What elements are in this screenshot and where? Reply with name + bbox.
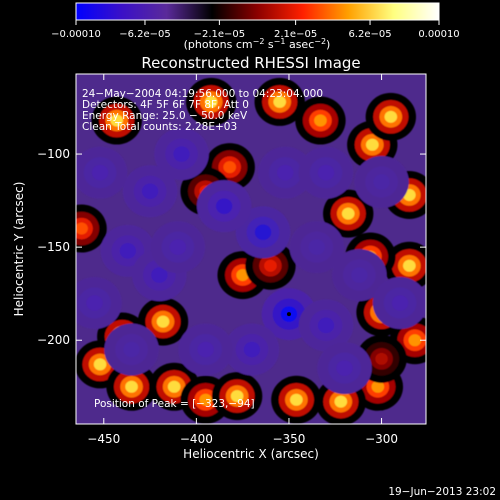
colorbar-tick-label: −6.2e−05 [119,29,171,40]
info-line-detectors: Detectors: 4F 5F 6F 7F 8F, Att 0 [82,99,249,111]
heatmap-blob [365,92,417,141]
heatmap-blob [104,323,159,376]
x-tick-label: −350 [272,432,305,446]
heatmap-blob [150,221,206,274]
colorbar-tick-label: 2.1e−05 [274,29,317,40]
heatmap-blob [289,221,345,274]
heatmap-blob [91,96,142,145]
footer-timestamp: 19−Jun−2013 23:02 [388,486,496,498]
colorbar-tick-label: 6.2e−05 [348,29,391,40]
peak-marker [286,312,291,317]
y-axis-label: Heliocentric Y (arcsec) [12,182,26,317]
heatmap-blob [122,165,178,218]
y-tick-label: −200 [37,333,70,347]
heatmap-blob [323,189,374,238]
heatmap-blob [372,276,426,329]
heatmap-blob [332,249,387,302]
x-tick-label: −300 [365,432,398,446]
y-tick-label: −100 [37,147,70,161]
y-tick-label: −150 [37,240,70,254]
colorbar-tick-label: −2.1e−05 [194,29,246,40]
x-tick-label: −450 [87,432,120,446]
heatmap-blob [76,146,128,199]
heatmap-blob [76,276,122,329]
heatmap-blob [185,77,237,126]
heatmap-blob [317,342,372,395]
heatmap-blob [148,362,200,411]
heatmap-blob [257,146,313,199]
x-axis-label: Heliocentric X (arcsec) [183,447,319,461]
heatmap-blob [154,128,209,181]
info-line-energy: Energy Range: 25.0 − 50.0 keV [82,110,248,122]
plot-frame [75,73,427,425]
info-line-date: 24−May−2004 04:19:56.000 to 04:23:04.000 [82,88,323,100]
heatmap-blob [298,299,354,352]
heatmap-blob [196,180,252,233]
info-block: 24−May−2004 04:19:56.000 to 04:23:04.000… [82,88,323,133]
peak-position-label: Position of Peak = [−323,−94] [94,398,255,410]
heatmap-blob [178,323,233,376]
info-line-counts: Clean Total counts: 2.28E+03 [82,121,237,133]
heatmap-blob [76,204,107,253]
colorbar-frame [75,2,440,21]
x-tick-label: −400 [180,432,213,446]
heatmap-blob [254,77,305,126]
heatmap-blob [298,146,354,199]
axis-ticks: −450 −400 −350 −300 −100 −150 −200 [37,74,426,446]
colorbar [76,3,439,20]
heatmap-blob [271,375,322,424]
heatmap-blob [235,206,291,259]
colorbar-ticks: −0.00010 −6.2e−05 −2.1e−05 2.1e−05 6.2e−05 0.… [51,20,460,40]
chart-title: Reconstructed RHESSI Image [141,54,360,72]
colorbar-unit: (photons cm−2 s−1 asec−2) [184,37,331,51]
heatmap-blob [295,96,346,145]
heatmap-area [76,74,426,424]
heatmap-blob [354,155,409,208]
heatmap-blob [224,323,280,376]
heatmap-blob [211,372,263,421]
heatmap-blob [106,362,157,411]
colorbar-tick-label: −0.00010 [51,29,101,40]
colorbar-tick-label: 0.00010 [418,29,459,40]
